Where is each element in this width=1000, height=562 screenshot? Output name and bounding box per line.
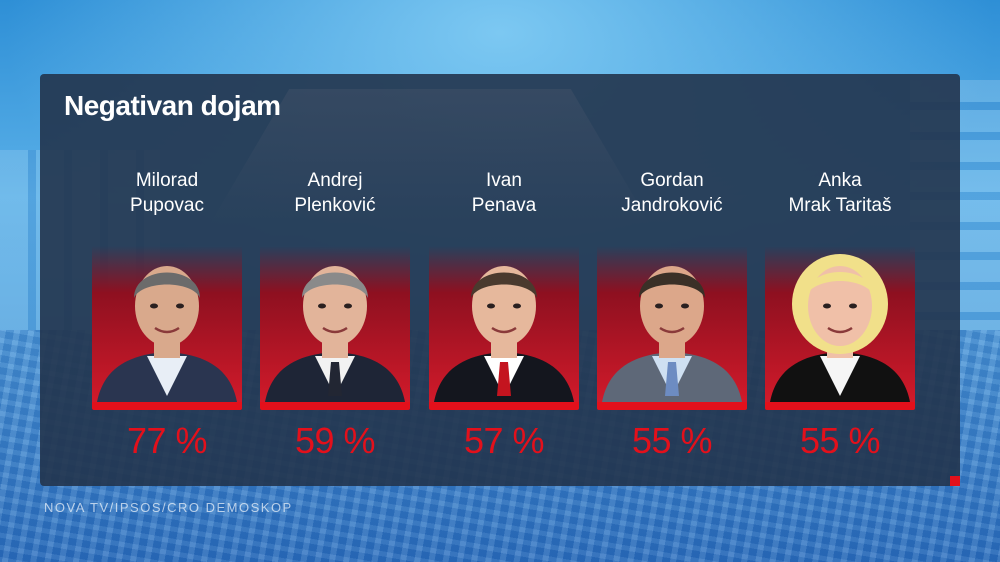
candidate-photo bbox=[429, 246, 579, 402]
chart-panel: Negativan dojam Milorad Pupovac 77 % Andrej… bbox=[40, 74, 960, 486]
red-accent-bar bbox=[92, 402, 242, 410]
portrait-hair bbox=[134, 272, 200, 298]
portrait-mouth bbox=[154, 326, 180, 334]
portrait-eye-left bbox=[655, 303, 663, 309]
portrait-illustration bbox=[602, 266, 742, 402]
background-church-roof bbox=[210, 89, 650, 224]
candidate-last-name: Mrak Taritaš bbox=[788, 195, 892, 216]
portrait-illustration bbox=[770, 254, 910, 402]
candidate-last-name: Pupovac bbox=[130, 195, 204, 216]
candidate-photo bbox=[260, 246, 410, 402]
portrait-eye-right bbox=[849, 303, 857, 309]
candidate-name: Andrej Plenković bbox=[250, 168, 420, 218]
portrait-eye-right bbox=[681, 303, 689, 309]
portrait-tie bbox=[665, 362, 679, 396]
portrait-fringe bbox=[805, 272, 875, 296]
portrait-shirt bbox=[820, 356, 860, 396]
candidate-photo bbox=[765, 246, 915, 402]
percentage-label: 55 % bbox=[631, 420, 713, 461]
chart-title: Negativan dojam bbox=[64, 90, 281, 121]
portrait-mouth bbox=[491, 326, 517, 334]
red-accent-bar bbox=[765, 402, 915, 410]
portrait-tie bbox=[497, 362, 511, 396]
portrait-tie bbox=[328, 362, 342, 396]
percentage-label: 77 % bbox=[126, 420, 208, 461]
candidate-name: Anka Mrak Taritaš bbox=[755, 168, 925, 218]
portrait-illustration bbox=[97, 266, 237, 402]
portrait-eye-left bbox=[318, 303, 326, 309]
portrait-mouth bbox=[659, 326, 685, 334]
candidate-first-name: Anka bbox=[818, 170, 862, 191]
candidate-last-name: Jandroković bbox=[621, 195, 723, 216]
portrait-hair bbox=[302, 272, 368, 298]
portrait-face bbox=[808, 266, 872, 346]
percentage-label: 55 % bbox=[799, 420, 881, 461]
portrait-eye-right bbox=[344, 303, 352, 309]
candidate-name: Gordan Jandroković bbox=[587, 168, 757, 218]
red-accent-bar bbox=[597, 402, 747, 410]
candidate-photo bbox=[92, 246, 242, 402]
candidate-last-name: Plenković bbox=[294, 195, 376, 216]
percentage-label: 57 % bbox=[463, 420, 545, 461]
candidate-first-name: Gordan bbox=[640, 170, 704, 191]
candidate-name: Ivan Penava bbox=[419, 168, 589, 218]
red-accent-bar bbox=[260, 402, 410, 410]
source-caption: NOVA TV/IPSOS/CRO DEMOSKOP bbox=[44, 500, 293, 515]
candidate-first-name: Milorad bbox=[135, 170, 199, 191]
red-accent-bar bbox=[429, 402, 579, 410]
portrait-eye-left bbox=[487, 303, 495, 309]
percentage-label: 59 % bbox=[294, 420, 376, 461]
candidate-name: Milorad Pupovac bbox=[82, 168, 252, 218]
candidate-first-name: Andrej bbox=[307, 170, 363, 191]
portrait-eye-left bbox=[823, 303, 831, 309]
candidate-last-name: Penava bbox=[471, 195, 537, 216]
portrait-hair bbox=[639, 272, 705, 298]
portrait-eye-left bbox=[150, 303, 158, 309]
portrait-illustration bbox=[434, 266, 574, 402]
portrait-mouth bbox=[827, 326, 853, 334]
candidate-first-name: Ivan bbox=[486, 170, 522, 191]
candidate-photo bbox=[597, 246, 747, 402]
portrait-illustration bbox=[265, 266, 405, 402]
portrait-shirt bbox=[147, 356, 187, 396]
portrait-eye-right bbox=[176, 303, 184, 309]
portrait-eye-right bbox=[513, 303, 521, 309]
portrait-hair bbox=[471, 272, 537, 298]
red-corner-accent bbox=[950, 476, 960, 486]
portrait-mouth bbox=[322, 326, 348, 334]
